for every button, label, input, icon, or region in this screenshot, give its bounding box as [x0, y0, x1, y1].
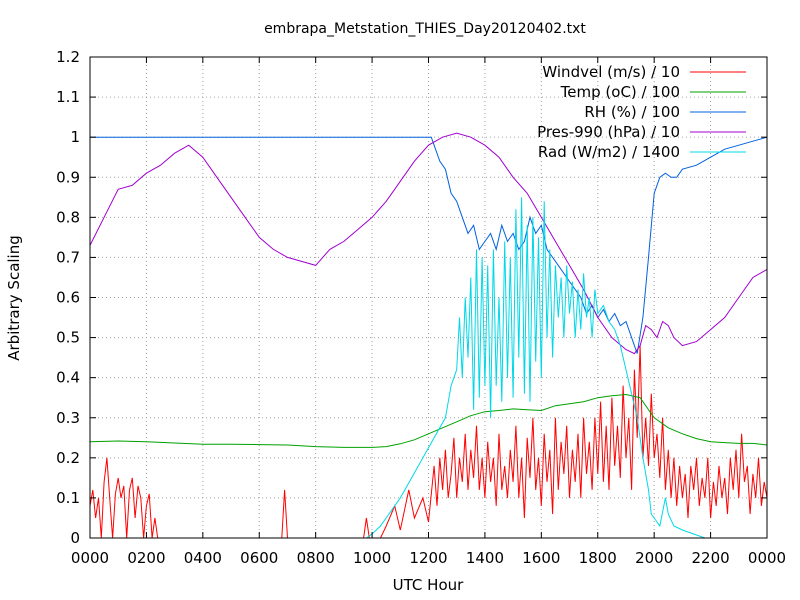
series-line-4	[89, 132, 768, 355]
legend-label-1: Windvel (m/s) / 10	[542, 63, 680, 81]
y-axis-label: Arbitrary Scaling	[5, 235, 23, 361]
chart-title: embrapa_Metstation_THIES_Day20120402.txt	[264, 21, 586, 37]
series-lines	[89, 132, 768, 539]
x-tick-label: 1800	[579, 549, 617, 567]
x-tick-label: 1200	[409, 549, 447, 567]
y-tick-label: 0.6	[56, 289, 80, 307]
y-tick-label: 1.2	[56, 48, 80, 66]
x-tick-label: 2000	[635, 549, 673, 567]
x-tick-label: 0000	[748, 549, 786, 567]
x-tick-label: 1600	[522, 549, 560, 567]
series-line-2	[89, 393, 768, 448]
legend-label-5: Rad (W/m2) / 1400	[538, 143, 680, 161]
x-tick-label: 0600	[240, 549, 278, 567]
series-line-5	[90, 197, 767, 539]
y-tick-label: 0.5	[56, 329, 80, 347]
x-axis-label: UTC Hour	[393, 576, 464, 594]
legend: Windvel (m/s) / 10 Temp (oC) / 100 RH (%) …	[537, 63, 746, 161]
x-tick-label: 0800	[297, 549, 335, 567]
x-tick-label: 0400	[184, 549, 222, 567]
y-tick-label: 1.1	[56, 88, 80, 106]
y-tick-label: 0.2	[56, 449, 80, 467]
y-tick-label: 0.1	[56, 489, 80, 507]
y-tick-label: 0.9	[56, 168, 80, 186]
x-tick-label: 0200	[127, 549, 165, 567]
x-tick-label: 2200	[691, 549, 729, 567]
x-tick-label: 1000	[353, 549, 391, 567]
legend-label-4: Pres-990 (hPa) / 10	[537, 123, 680, 141]
series-line-3	[90, 136, 768, 354]
y-tick-label: 0	[70, 529, 80, 547]
y-tick-label: 0.4	[56, 369, 80, 387]
y-tick-label: 0.8	[56, 208, 80, 226]
y-tick-label: 1	[70, 128, 80, 146]
y-tick-label: 0.3	[56, 409, 80, 427]
x-tick-label: 0000	[71, 549, 109, 567]
legend-label-3: RH (%) / 100	[584, 103, 680, 121]
series-line-1	[89, 345, 768, 539]
axis-ticks: 0 0.1 0.2 0.3 0.4 0.5 0.6 0.7 0.8 0.9 1 1.1 1.2 0000 0…	[56, 48, 786, 567]
y-tick-label: 0.7	[56, 248, 80, 266]
legend-label-2: Temp (oC) / 100	[560, 83, 680, 101]
x-tick-label: 1400	[466, 549, 504, 567]
